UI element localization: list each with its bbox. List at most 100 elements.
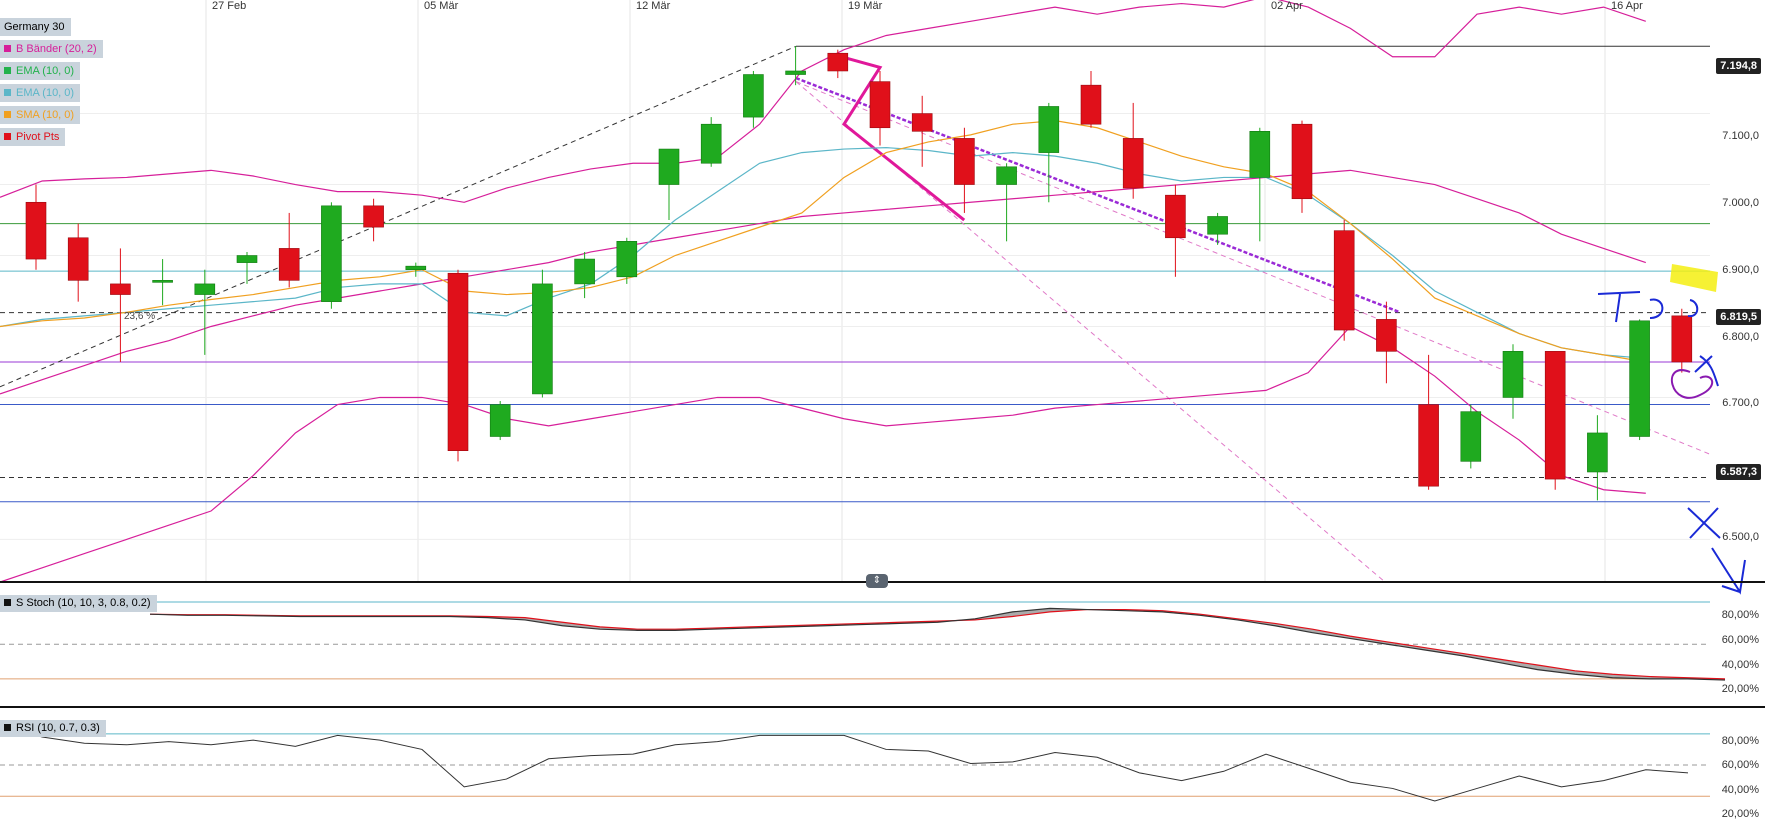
legend-item[interactable]: SMA (10, 0) [0,106,81,124]
candle-down [25,201,47,260]
drawn-wedge-line [833,53,966,222]
panel-splitter-handle[interactable]: ⇕ [866,574,888,588]
candle-up [1587,432,1608,473]
yellow-highlight-mark [1670,264,1718,292]
rsi-panel-label: RSI (10, 0.7, 0.3) [0,720,106,737]
stoch-panel-label: S Stoch (10, 10, 3, 0.8, 0.2) [0,595,157,612]
candle-up [1207,216,1228,235]
instrument-title: Germany 30 [0,18,71,36]
candle-up [1629,320,1650,437]
candle-up [1038,106,1060,153]
y-tick: 6.500,0 [1722,531,1759,543]
legend-label: Pivot Pts [16,131,60,143]
series-line-sma [0,120,1646,363]
y-tick: 6.900,0 [1722,264,1759,276]
candle-up [321,205,342,302]
series-line-boll_lower [0,325,1646,583]
handwritten-x-mark [1687,507,1721,539]
candle-down [869,81,891,129]
rsi-tick: 40,00% [1721,784,1759,796]
candle-up [700,123,722,164]
fibonacci-label: 23,6 % [124,311,156,322]
instrument-title-text: Germany 30 [4,21,65,33]
candle-up [1249,131,1271,178]
legend-swatch [4,111,11,118]
candle-down [1671,315,1693,363]
y-tick: 6.800,0 [1722,331,1759,343]
series-line-boll_mid [0,169,1646,395]
series-line-ema [0,147,1646,360]
legend-label: B Bänder (20, 2) [16,43,97,55]
price-tag-high: 7.194,8 [1716,58,1761,74]
candle-down [1165,194,1186,239]
candle-down [827,52,849,72]
handwritten-r-mark [1694,355,1719,387]
candle-up [532,283,553,395]
candle-up [658,148,680,185]
rsi-swatch [4,724,11,731]
stoch-tick: 40,00% [1721,659,1759,671]
price-tag-current: 6.819,5 [1716,309,1761,325]
x-tick: 05 Mär [424,0,459,12]
y-tick: 7.100,0 [1722,130,1759,142]
candle-down [67,237,89,281]
candle-down [110,283,131,295]
stoch-tick: 80,00% [1721,609,1759,621]
x-tick: 02 Apr [1271,0,1303,12]
stoch-label-text: S Stoch (10, 10, 3, 0.8, 0.2) [16,597,151,609]
candle-down [278,248,300,281]
rsi-tick: 60,00% [1721,759,1759,771]
legend-swatch [4,133,11,140]
candle-down [1122,138,1144,189]
legend-item[interactable]: EMA (10, 0) [0,62,81,80]
candle-up [1460,411,1482,462]
x-tick: 12 Mär [636,0,671,12]
x-tick: 27 Feb [212,0,247,12]
trend-line-dashed [0,45,797,388]
candle-up [1502,351,1524,398]
candle-down [1333,230,1355,331]
y-tick: 7.000,0 [1722,197,1759,209]
legend-swatch [4,89,11,96]
x-tick: 19 Mär [848,0,883,12]
legend-item[interactable]: Pivot Pts [0,128,66,146]
rsi-tick: 20,00% [1721,808,1759,820]
stoch-k-line [149,607,1726,681]
candle-up [236,255,258,263]
legend-swatch [4,45,11,52]
candle-down [1376,319,1397,352]
legend-label: EMA (10, 0) [16,65,75,77]
x-tick: 16 Apr [1611,0,1643,12]
stoch-swatch [4,599,11,606]
candle-up [785,70,806,75]
legend-item[interactable]: B Bänder (20, 2) [0,40,103,58]
stoch-tick: 60,00% [1721,634,1759,646]
legend-swatch [4,67,11,74]
candle-up [996,166,1017,185]
candle-down [1080,84,1102,125]
stoch-tick: 20,00% [1721,683,1759,695]
candle-down [1291,123,1313,200]
candle-down [1418,404,1439,487]
handwritten-arrow-mark [1711,547,1746,595]
handwritten-circle-mark [1671,369,1713,399]
legend-label: SMA (10, 0) [16,109,75,121]
candle-up [489,404,511,437]
legend-label: EMA (10, 0) [16,87,75,99]
rsi-label-text: RSI (10, 0.7, 0.3) [16,722,100,734]
candle-up [405,265,427,271]
candle-down [1544,351,1566,480]
y-tick: 6.700,0 [1722,397,1759,409]
rsi-tick: 80,00% [1721,735,1759,747]
candle-up [574,258,595,285]
rsi-line [0,724,1689,802]
candle-up [616,241,638,278]
candle-down [954,138,975,185]
candle-down [363,205,384,228]
candle-up [194,283,216,295]
series-line-boll_upper [0,0,1646,203]
candle-down [447,272,469,451]
handwritten-text-mark [1597,291,1699,323]
legend-item[interactable]: EMA (10, 0) [0,84,81,102]
